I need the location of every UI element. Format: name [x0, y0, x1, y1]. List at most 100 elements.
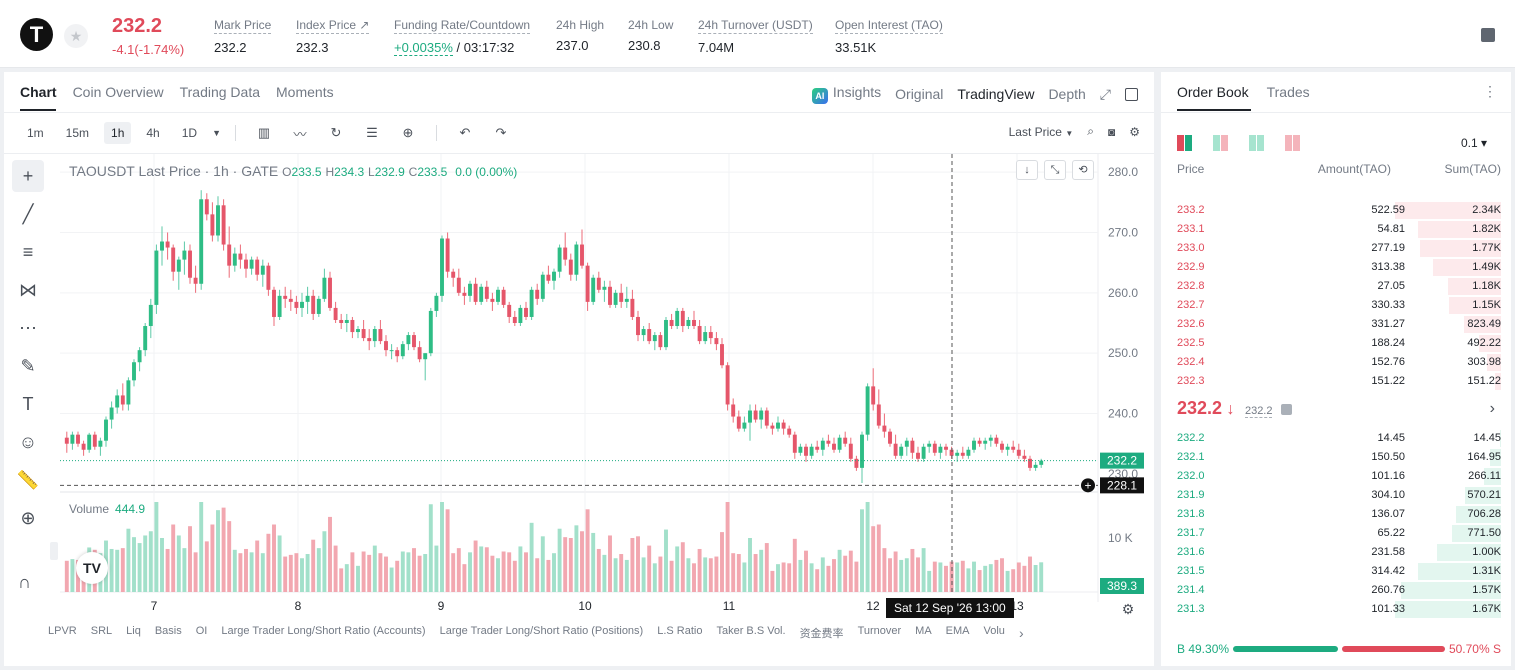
brush-icon[interactable]: ✎ [20, 355, 36, 376]
tab-trading-data[interactable]: Trading Data [179, 84, 261, 100]
search-icon[interactable]: ⌕ [1087, 124, 1094, 138]
chevron-right-icon[interactable]: › [1489, 400, 1495, 417]
magnet-icon[interactable]: ∩ [18, 572, 31, 592]
bid-row[interactable]: 232.0 101.16 266.11 [1161, 467, 1511, 486]
tab-trades[interactable]: Trades [1266, 84, 1310, 100]
mixed-view-icon[interactable] [1213, 135, 1229, 151]
interval-1m[interactable]: 1m [27, 126, 44, 140]
indicator-item[interactable]: Large Trader Long/Short Ratio (Accounts) [221, 625, 426, 637]
ask-row[interactable]: 232.9 313.38 1.49K [1161, 258, 1511, 277]
interval-1d[interactable]: 1D [181, 126, 198, 140]
fib-icon[interactable]: ⋯ [19, 317, 37, 338]
collapse-icon[interactable]: ⤡ [1044, 160, 1066, 180]
buy-sell-ratio: B 49.30% 50.70% S [1177, 642, 1501, 656]
more-icon[interactable]: ⋮ [1483, 83, 1497, 99]
tab-coin-overview[interactable]: Coin Overview [72, 84, 164, 100]
tab-tradingview[interactable]: TradingView [957, 86, 1035, 102]
indicator-item[interactable]: Taker B.S Vol. [716, 625, 786, 637]
indicator-item[interactable]: 资金费率 [799, 628, 844, 640]
bid-row[interactable]: 231.5 314.42 1.31K [1161, 562, 1511, 581]
ask-row[interactable]: 232.7 330.33 1.15K [1161, 296, 1511, 315]
indicator-item[interactable]: MA [915, 625, 932, 637]
ask-row[interactable]: 232.3 151.22 151.22 [1161, 372, 1511, 391]
price-type-select[interactable]: Last Price ▼ [1009, 125, 1074, 139]
trend-line-icon[interactable]: ╱ [22, 203, 34, 224]
candle-body [658, 335, 663, 348]
tick-size-select[interactable]: 0.1 ▾ [1460, 136, 1487, 150]
chevron-right-icon[interactable]: › [1018, 625, 1024, 641]
candle-body [927, 443, 932, 447]
emoji-icon[interactable]: ☺ [18, 431, 38, 452]
asks-only-icon[interactable] [1285, 135, 1301, 151]
indicator-item[interactable]: Basis [154, 625, 182, 637]
ask-row[interactable]: 232.6 331.27 823.49 [1161, 315, 1511, 334]
tab-order-book[interactable]: Order Book [1177, 84, 1249, 100]
interval-4h[interactable]: 4h [146, 126, 160, 140]
ask-row[interactable]: 233.2 522.59 2.34K [1161, 201, 1511, 220]
indicator-item[interactable]: SRL [90, 625, 113, 637]
ask-row[interactable]: 233.0 277.19 1.77K [1161, 239, 1511, 258]
indicator-item[interactable]: Large Trader Long/Short Ratio (Positions… [439, 625, 644, 637]
undo-icon[interactable]: ↶ [459, 125, 471, 140]
add-plus-icon[interactable]: ⊕ [402, 125, 414, 140]
arrow-down-icon[interactable]: ↓ [1016, 160, 1038, 180]
indicator-item[interactable]: LPVR [48, 625, 77, 637]
ask-row[interactable]: 232.4 152.76 303.98 [1161, 353, 1511, 372]
ask-row[interactable]: 232.5 188.24 492.22 [1161, 334, 1511, 353]
tab-depth[interactable]: Depth [1048, 86, 1086, 102]
ruler-icon[interactable]: 📏 [16, 469, 40, 490]
bid-row[interactable]: 231.8 136.07 706.28 [1161, 505, 1511, 524]
both-sides-icon[interactable] [1177, 135, 1193, 151]
candle-body [535, 289, 540, 299]
indicator-item[interactable]: Turnover [857, 625, 902, 637]
stat-index-price[interactable]: Index Price ↗ 232.3 [296, 18, 370, 55]
horizontal-lines-icon[interactable]: ≡ [22, 241, 34, 262]
bid-row[interactable]: 231.7 65.22 771.50 [1161, 524, 1511, 543]
mid-price-row[interactable]: 232.2 ↓ 232.2 › [1177, 398, 1501, 424]
tab-chart[interactable]: Chart [20, 84, 57, 100]
interval-15m[interactable]: 15m [65, 126, 90, 140]
indicator-item[interactable]: Liq [126, 625, 141, 637]
bid-row[interactable]: 232.2 14.45 14.45 [1161, 429, 1511, 448]
date-tick-label: 12 [866, 599, 880, 613]
favorite-star-icon[interactable]: ★ [64, 24, 88, 48]
bid-row[interactable]: 231.3 101.33 1.67K [1161, 600, 1511, 619]
gear-icon[interactable]: ⚙ [1129, 124, 1140, 139]
stat-funding-rate[interactable]: Funding Rate/Countdown +0.0035% / 03:17:… [394, 18, 531, 56]
ask-row[interactable]: 233.1 54.81 1.82K [1161, 220, 1511, 239]
crosshair-icon[interactable]: + [12, 160, 44, 192]
row-price: 232.1 [1177, 451, 1205, 463]
indicator-item[interactable]: EMA [945, 625, 970, 637]
refresh-icon[interactable]: ↻ [330, 125, 342, 140]
ask-row[interactable]: 232.8 27.05 1.18K [1161, 277, 1511, 296]
bid-row[interactable]: 232.1 150.50 164.95 [1161, 448, 1511, 467]
depth-bar [1500, 430, 1501, 447]
redo-icon[interactable]: ↷ [495, 125, 507, 140]
bid-row[interactable]: 231.6 231.58 1.00K [1161, 543, 1511, 562]
interval-1h[interactable]: 1h [104, 122, 132, 144]
indicator-item[interactable]: OI [195, 625, 208, 637]
template-icon[interactable]: ☰ [366, 125, 378, 140]
tab-original[interactable]: Original [895, 86, 944, 102]
bid-row[interactable]: 231.4 260.76 1.57K [1161, 581, 1511, 600]
camera-icon[interactable]: ◙ [1107, 124, 1116, 139]
tao-logo-icon: T [20, 18, 53, 51]
insights-button[interactable]: AI Insights [811, 84, 881, 104]
bid-row[interactable]: 231.9 304.10 570.21 [1161, 486, 1511, 505]
candles-icon[interactable]: ▥ [257, 125, 271, 140]
sync-icon[interactable]: ⟲ [1072, 160, 1094, 180]
zoom-in-icon[interactable]: ⊕ [20, 507, 36, 528]
chevron-down-icon[interactable]: ▼ [212, 128, 221, 138]
indicator-item[interactable]: Volu [983, 625, 1005, 637]
text-icon[interactable]: T [22, 393, 34, 414]
indicator-item[interactable]: L.S Ratio [657, 625, 703, 637]
expand-icon[interactable]: ⤢ [1099, 85, 1111, 102]
tab-moments[interactable]: Moments [276, 84, 334, 100]
bids-only-icon[interactable] [1249, 135, 1265, 151]
stat-mark-price[interactable]: Mark Price 232.2 [214, 18, 272, 55]
notebook-icon[interactable] [1481, 28, 1495, 42]
pattern-icon[interactable]: ⋈ [19, 279, 37, 300]
window-icon[interactable] [1125, 87, 1138, 101]
indicators-icon[interactable]: 〰 [293, 126, 307, 142]
